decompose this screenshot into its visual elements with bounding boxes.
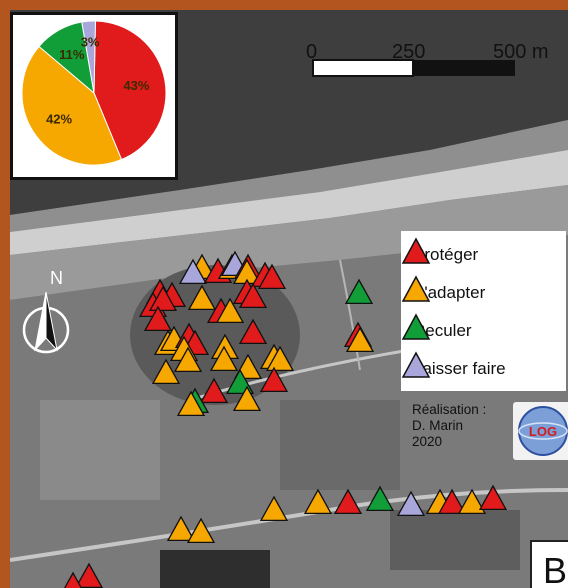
marker-triangle-orange: [261, 497, 287, 520]
pie-chart-inset: 43% 42% 11% 3%: [10, 12, 178, 180]
pie-slice-label: 11%: [59, 47, 85, 62]
north-arrow-icon: [16, 278, 76, 373]
panel-letter: B: [530, 540, 568, 588]
marker-triangle-green: [367, 487, 393, 510]
log-logo-icon: LOG: [513, 402, 568, 460]
marker-triangle-orange: [168, 517, 194, 540]
marker-triangle-orange: [305, 490, 331, 513]
marker-triangle-red: [240, 320, 266, 343]
marker-triangle-red: [201, 379, 227, 402]
purple-triangle-icon: [401, 351, 431, 379]
red-triangle-icon: [401, 237, 431, 265]
legend-item-reculer: Reculer: [401, 313, 566, 351]
marker-triangle-green: [346, 280, 372, 303]
pie-slice-label: 3%: [81, 34, 100, 49]
marker-triangle-red: [261, 368, 287, 391]
credit-text: Réalisation : D. Marin 2020: [412, 402, 486, 450]
green-triangle-icon: [401, 313, 431, 341]
marker-triangle-purple: [398, 492, 424, 515]
pie-chart: 43% 42% 11%3%: [13, 15, 175, 177]
legend: Protéger S'adapter Reculer Laisser faire: [401, 231, 566, 391]
log-logo: LOG: [513, 402, 568, 460]
legend-item-laisser-faire: Laisser faire: [401, 351, 566, 389]
marker-triangle-orange: [188, 519, 214, 542]
credit-line-1: Réalisation :: [412, 402, 486, 418]
marker-triangle-red: [335, 490, 361, 513]
legend-item-sadapter: S'adapter: [401, 275, 566, 313]
pie-slice-label: 42%: [46, 111, 72, 126]
legend-item-proteger: Protéger: [401, 237, 566, 275]
logo-text: LOG: [529, 424, 557, 439]
orange-triangle-icon: [401, 275, 431, 303]
marker-triangle-red: [76, 564, 102, 587]
credit-line-2: D. Marin: [412, 418, 486, 434]
marker-triangle-orange: [189, 286, 215, 309]
credit-line-3: 2020: [412, 434, 486, 450]
marker-triangle-red: [480, 486, 506, 509]
pie-slice-label: 43%: [123, 78, 149, 93]
